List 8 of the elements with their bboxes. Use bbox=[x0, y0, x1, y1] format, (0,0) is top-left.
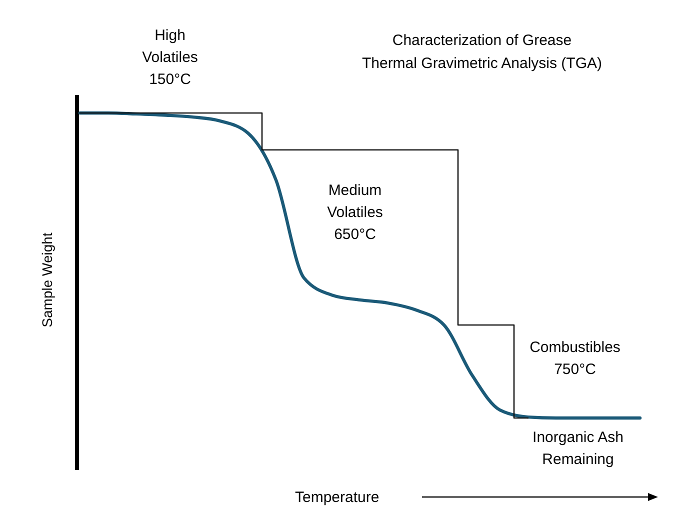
text: Inorganic Ash Remaining bbox=[532, 429, 624, 468]
y-axis-title: Sample Weight bbox=[39, 232, 55, 328]
annotation: Combustibles 750°C bbox=[530, 339, 620, 378]
chart-title: Characterization of Grease bbox=[392, 32, 572, 49]
x-axis-title: Temperature bbox=[295, 489, 380, 506]
chart-subtitle: Thermal Gravimetric Analysis (TGA) bbox=[362, 55, 602, 72]
annotation: Medium Volatiles 650°C bbox=[327, 182, 383, 243]
text: High Volatiles 150°C bbox=[142, 27, 198, 88]
